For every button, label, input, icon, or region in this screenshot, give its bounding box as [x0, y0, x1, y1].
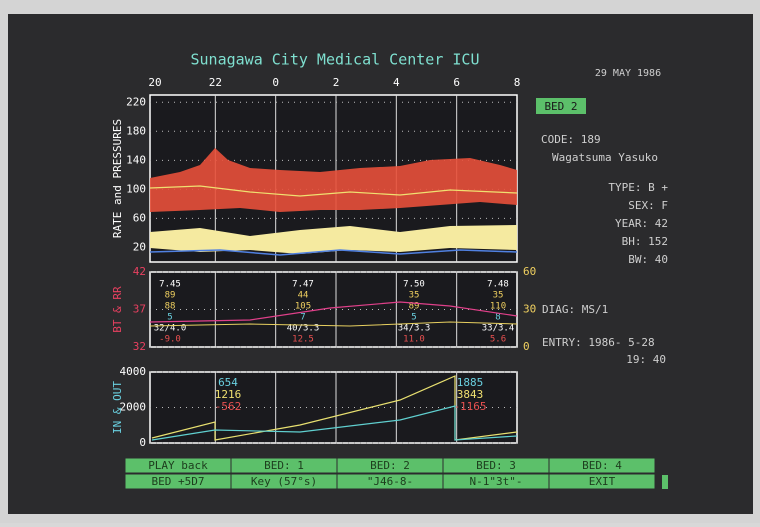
time-label: 20: [148, 76, 161, 89]
reading: 11.0: [403, 335, 425, 345]
y-tick-label: 180: [126, 124, 146, 137]
reading: -1165: [453, 400, 486, 413]
cursor: [662, 475, 668, 489]
bed: BED 2: [544, 100, 577, 113]
button-label[interactable]: PLAY back: [148, 459, 208, 472]
reading: 110: [490, 302, 506, 312]
y2-tick-label: 30: [523, 303, 536, 316]
y2-tick-label: 0: [523, 340, 530, 353]
reading: 89: [165, 291, 176, 301]
reading: 7.47: [292, 280, 314, 290]
time-label: 4: [393, 76, 400, 89]
reading: 33/3.4: [482, 324, 515, 334]
y-tick-label: 100: [126, 182, 146, 195]
y-tick-label: 42: [133, 265, 146, 278]
y-tick-label: 140: [126, 153, 146, 166]
y-tick-label: 20: [133, 240, 146, 253]
reading: -9.0: [159, 335, 181, 345]
reading: 7: [300, 313, 305, 323]
reading: 35: [409, 291, 420, 301]
reading: 7.50: [403, 280, 425, 290]
button-label[interactable]: Key (57°s): [251, 475, 317, 488]
reading: 34/3.3: [398, 324, 431, 334]
reading: 105: [295, 302, 311, 312]
code: CODE: 189: [541, 133, 601, 146]
reading: 5.6: [490, 335, 506, 345]
button-label[interactable]: BED: 2: [370, 459, 410, 472]
y-tick-label: 0: [139, 436, 146, 449]
y2-tick-label: 60: [523, 265, 536, 278]
button-label[interactable]: N-1"3t"-: [470, 475, 523, 488]
diag: DIAG: MS/1: [542, 303, 608, 316]
panel-label: BT & RR: [111, 286, 124, 333]
field: SEX: F: [628, 199, 668, 212]
y-tick-label: 37: [133, 303, 146, 316]
reading: 35: [493, 291, 504, 301]
reading: 88: [165, 302, 176, 312]
date: 29 MAY 1986: [595, 68, 661, 79]
panel-label: IN & OUT: [111, 381, 124, 434]
entry-time: 19: 40: [626, 353, 666, 366]
reading: 5: [411, 313, 416, 323]
reading: 7.45: [159, 280, 181, 290]
y-tick-label: 32: [133, 340, 146, 353]
y-tick-label: 60: [133, 211, 146, 224]
field: YEAR: 42: [615, 217, 668, 230]
field: TYPE: B +: [608, 181, 668, 194]
field: BH: 152: [622, 235, 668, 248]
button-label[interactable]: EXIT: [589, 475, 616, 488]
screen: Sunagawa City Medical Center ICU 29 MAY …: [0, 0, 760, 523]
name: Wagatsuma Yasuko: [552, 151, 658, 164]
time-label: 2: [333, 76, 340, 89]
reading: 12.5: [292, 335, 314, 345]
button-label[interactable]: BED: 1: [264, 459, 304, 472]
button-label[interactable]: BED: 4: [582, 459, 622, 472]
reading: 44: [298, 291, 309, 301]
page: Sunagawa City Medical Center ICU 29 MAY …: [0, 0, 760, 527]
time-label: 22: [209, 76, 222, 89]
button-label[interactable]: "J46-8-: [367, 475, 413, 488]
plot-area: [150, 272, 517, 347]
reading: -562: [215, 400, 242, 413]
time-label: 0: [272, 76, 279, 89]
reading: 7.48: [487, 280, 509, 290]
entry: ENTRY: 1986- 5-28: [542, 336, 655, 349]
title: Sunagawa City Medical Center ICU: [191, 51, 480, 69]
y-tick-label: 220: [126, 95, 146, 108]
y-tick-label: 4000: [120, 365, 147, 378]
button-label[interactable]: BED +5D7: [152, 475, 205, 488]
field: BW: 40: [628, 253, 668, 266]
button-label[interactable]: BED: 3: [476, 459, 516, 472]
time-label: 8: [514, 76, 521, 89]
panel-label: RATE and PRESSURES: [111, 119, 124, 238]
time-label: 6: [453, 76, 460, 89]
